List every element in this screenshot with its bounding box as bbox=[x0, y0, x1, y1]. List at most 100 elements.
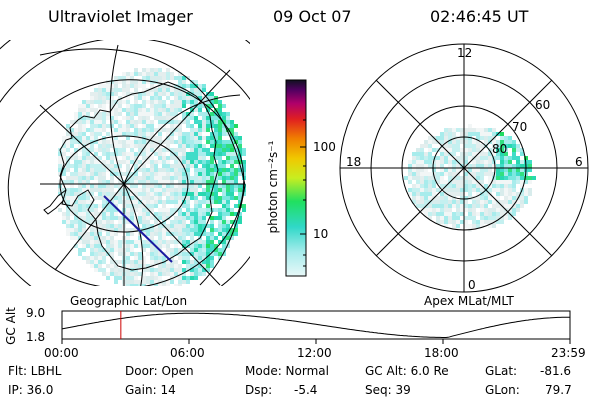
emission-pixel bbox=[492, 128, 496, 132]
emission-pixel bbox=[416, 180, 420, 184]
emission-pixel bbox=[452, 224, 456, 228]
emission-pixel bbox=[468, 216, 472, 220]
emission-pixel bbox=[448, 204, 452, 208]
altitude-plot bbox=[61, 310, 571, 344]
emission-pixel bbox=[488, 180, 492, 184]
emission-pixel bbox=[150, 208, 154, 212]
emission-pixel bbox=[194, 260, 198, 264]
emission-pixel bbox=[166, 200, 170, 204]
emission-pixel bbox=[178, 220, 182, 224]
emission-pixel bbox=[150, 224, 154, 228]
emission-pixel bbox=[110, 116, 114, 120]
emission-pixel bbox=[416, 192, 420, 196]
emission-pixel bbox=[142, 260, 146, 264]
emission-pixel bbox=[238, 212, 242, 216]
emission-pixel bbox=[210, 116, 214, 120]
emission-pixel bbox=[62, 220, 66, 224]
emission-pixel bbox=[186, 132, 190, 136]
emission-pixel bbox=[520, 196, 524, 200]
emission-pixel bbox=[464, 132, 468, 136]
emission-pixel bbox=[146, 76, 150, 80]
emission-pixel bbox=[158, 228, 162, 232]
emission-pixel bbox=[206, 232, 210, 236]
emission-pixel bbox=[512, 192, 516, 196]
emission-pixel bbox=[436, 200, 440, 204]
emission-pixel bbox=[460, 196, 464, 200]
emission-pixel bbox=[150, 140, 154, 144]
emission-pixel bbox=[500, 136, 504, 140]
emission-pixel bbox=[154, 192, 158, 196]
emission-pixel bbox=[82, 192, 86, 196]
emission-pixel bbox=[82, 200, 86, 204]
emission-pixel bbox=[94, 100, 98, 104]
emission-pixel bbox=[78, 180, 82, 184]
emission-pixel bbox=[170, 100, 174, 104]
emission-pixel bbox=[226, 144, 230, 148]
emission-pixel bbox=[162, 72, 166, 76]
emission-pixel bbox=[206, 136, 210, 140]
emission-pixel bbox=[118, 268, 122, 272]
emission-pixel bbox=[432, 204, 436, 208]
emission-pixel bbox=[70, 172, 74, 176]
emission-pixel bbox=[210, 168, 214, 172]
emission-pixel bbox=[452, 172, 456, 176]
emission-pixel bbox=[440, 160, 444, 164]
emission-pixel bbox=[214, 164, 218, 168]
emission-pixel bbox=[186, 232, 190, 236]
emission-pixel bbox=[444, 132, 448, 136]
emission-pixel bbox=[238, 184, 242, 188]
emission-pixel bbox=[66, 148, 70, 152]
emission-pixel bbox=[150, 100, 154, 104]
emission-pixel bbox=[452, 184, 456, 188]
emission-pixel bbox=[234, 176, 238, 180]
emission-pixel bbox=[94, 120, 98, 124]
glat-value: -81.6 bbox=[540, 364, 572, 378]
emission-pixel bbox=[234, 184, 238, 188]
emission-pixel bbox=[202, 164, 206, 168]
emission-pixel bbox=[166, 224, 170, 228]
emission-pixel bbox=[150, 168, 154, 172]
emission-pixel bbox=[122, 116, 126, 120]
emission-pixel bbox=[58, 168, 62, 172]
emission-pixel bbox=[460, 220, 464, 224]
emission-pixel bbox=[170, 84, 174, 88]
emission-pixel bbox=[218, 132, 222, 136]
emission-pixel bbox=[190, 264, 194, 268]
emission-pixel bbox=[496, 152, 500, 156]
emission-pixel bbox=[62, 216, 66, 220]
emission-pixel bbox=[118, 220, 122, 224]
emission-pixel bbox=[118, 272, 122, 276]
emission-pixel bbox=[484, 204, 488, 208]
emission-pixel bbox=[130, 156, 134, 160]
emission-pixel bbox=[516, 180, 520, 184]
emission-pixel bbox=[524, 176, 528, 180]
emission-pixel bbox=[154, 152, 158, 156]
emission-pixel bbox=[98, 268, 102, 272]
emission-pixel bbox=[424, 184, 428, 188]
emission-pixel bbox=[142, 144, 146, 148]
emission-pixel bbox=[142, 76, 146, 80]
emission-pixel bbox=[456, 224, 460, 228]
emission-pixel bbox=[496, 184, 500, 188]
emission-pixel bbox=[114, 132, 118, 136]
emission-pixel bbox=[74, 224, 78, 228]
emission-pixel bbox=[480, 128, 484, 132]
emission-pixel bbox=[452, 152, 456, 156]
emission-pixel bbox=[186, 276, 190, 280]
emission-pixel bbox=[472, 128, 476, 132]
emission-pixel bbox=[102, 180, 106, 184]
emission-pixel bbox=[126, 176, 130, 180]
emission-pixel bbox=[230, 148, 234, 152]
emission-pixel bbox=[110, 260, 114, 264]
emission-pixel bbox=[102, 120, 106, 124]
emission-pixel bbox=[118, 260, 122, 264]
emission-pixel bbox=[194, 184, 198, 188]
emission-pixel bbox=[218, 220, 222, 224]
emission-pixel bbox=[170, 108, 174, 112]
emission-pixel bbox=[74, 212, 78, 216]
emission-pixel bbox=[432, 140, 436, 144]
emission-pixel bbox=[202, 104, 206, 108]
emission-pixel bbox=[90, 160, 94, 164]
emission-pixel bbox=[170, 128, 174, 132]
